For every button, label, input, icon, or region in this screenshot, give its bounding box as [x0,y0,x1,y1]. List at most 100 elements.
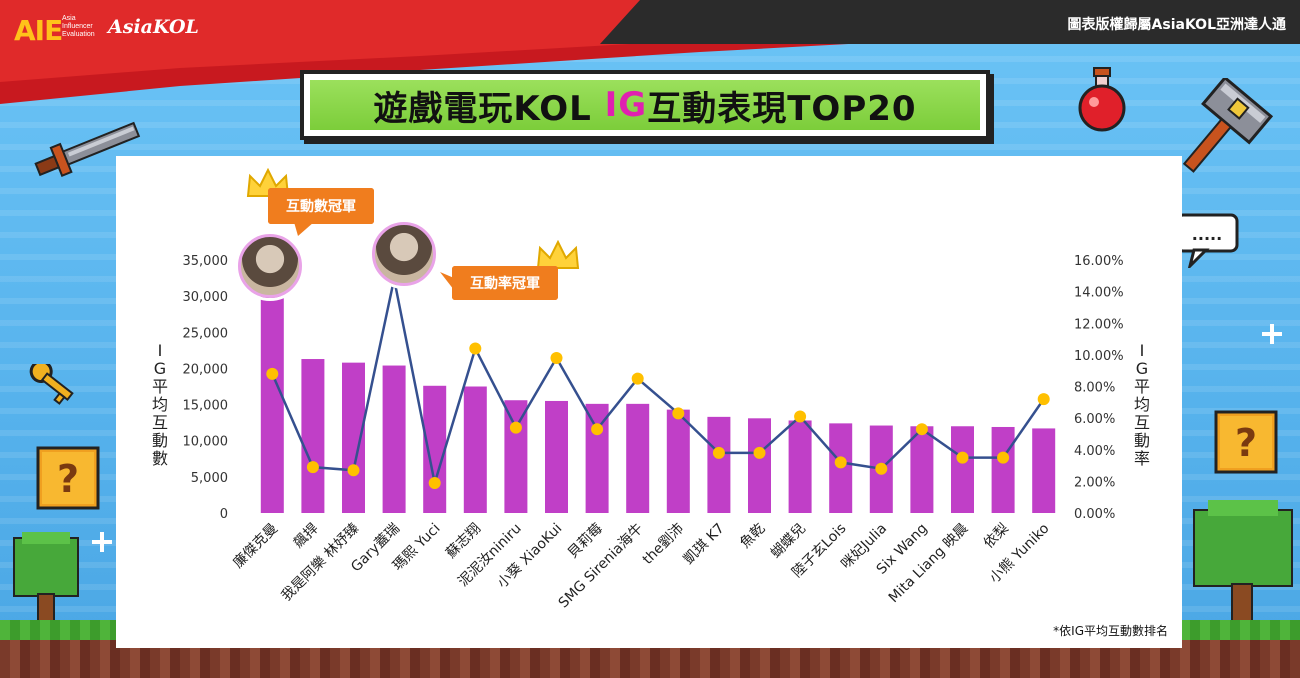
aie-logo-subtitle: Asia Influencer Evaluation [62,15,95,38]
y-right-tick-label: 6.00% [1074,412,1115,427]
tree-left-icon [13,532,79,627]
bar [910,426,934,513]
y-right-tick-label: 12.00% [1074,317,1124,332]
key-icon [29,364,74,405]
x-tick-label: 廉傑克曼 [230,520,282,572]
bar [666,409,690,513]
title-part-ig: IG [604,85,648,125]
asiakol-logo: AsiaKOL [108,16,199,38]
x-tick-label: the劉沛 [640,521,687,568]
bar [991,426,1015,513]
rate-point [672,407,685,420]
rate-point [306,461,319,474]
x-tick-label: 依梨 [981,521,1012,552]
y-left-tick-label: 0 [220,507,228,522]
y-left-tick-label: 15,000 [183,399,229,414]
potion-icon [1078,67,1126,132]
bar [707,416,731,513]
rate-point [428,476,441,489]
question-block-left-icon: ? [36,446,100,510]
y-left-tick-label: 5,000 [191,471,228,486]
rate-point [347,464,360,477]
bar [788,420,812,513]
rate-point [631,372,644,385]
y-left-tick-label: 35,000 [183,254,229,269]
bar [1032,428,1056,513]
y-left-tick-label: 10,000 [183,435,229,450]
aie-logo: AIE [14,14,63,47]
bar [342,362,365,513]
y-left-tick-label: 20,000 [183,362,229,377]
y-right-tick-label: 2.00% [1074,475,1115,490]
title-part-2: 互動表現TOP20 [647,88,917,129]
bar [463,386,487,513]
sword-icon [34,121,141,177]
bar [585,403,609,513]
bar [382,365,406,513]
callout-rate-champion: 互動率冠軍 [452,266,558,300]
rate-point [956,451,969,464]
y-right-tick-label: 8.00% [1074,381,1115,396]
svg-text:.....: ..... [1192,225,1222,244]
bar-series [260,296,1056,513]
rate-point [753,446,766,459]
question-block-right-icon: ? [1214,410,1278,474]
hammer-icon [1182,78,1274,173]
bar [423,385,447,513]
rate-point [997,451,1010,464]
title-frame: 遊戲電玩KOL IG 互動表現TOP20 [300,70,990,140]
svg-text:?: ? [57,457,79,501]
rate-point [266,367,279,380]
callout-engagement-champion: 互動數冠軍 [268,188,374,224]
speech-bubble-icon: ..... [1175,213,1239,268]
rate-point [712,446,725,459]
line-series [266,272,1050,489]
rate-line [271,278,1045,484]
top-bar [0,0,1300,48]
copyright-text: 圖表版權歸屬AsiaKOL亞洲達人通 [1067,17,1286,33]
rate-point [875,462,888,475]
rate-point [834,456,847,469]
rate-point [469,342,482,355]
axis-title: I G 平均互動數 [152,341,168,468]
y-right-tick-label: 4.00% [1074,444,1115,459]
svg-text:?: ? [1235,421,1257,465]
engagement-chart: 0 5,000 10,000 15,000 20,000 25,000 30,000 35,0… [152,254,1150,612]
y-axis-right-label: I G 平均互動率 [1134,341,1150,468]
y-axis-left-ticks: 0 5,000 10,000 15,000 20,000 25,000 30,000 35,0… [183,254,229,522]
rate-point [591,423,604,436]
avatar-top-engagement [238,234,302,298]
y-axis-left-label: I G 平均互動數 [152,341,168,468]
y-right-tick-label: 10.00% [1074,349,1124,364]
axis-title: I G 平均互動率 [1134,341,1150,468]
bar [545,400,568,513]
rate-point [509,421,522,434]
y-right-tick-label: 16.00% [1074,254,1124,269]
footnote: *依IG平均互動數排名 [1053,624,1168,638]
y-left-tick-label: 25,000 [183,326,229,341]
avatar-top-rate [372,222,436,286]
x-tick-label: 飆捍 [291,521,322,552]
rate-point [915,423,928,436]
y-right-tick-label: 14.00% [1074,286,1124,301]
y-right-tick-label: 0.00% [1074,507,1115,522]
rate-point [550,352,563,365]
bar [301,359,325,513]
y-left-tick-label: 30,000 [183,290,229,305]
rate-point [1037,393,1050,406]
bar [504,400,528,513]
crown-icon-rate [536,240,580,269]
bar [951,426,974,513]
page-title: 遊戲電玩KOL IG 互動表現TOP20 [310,80,980,130]
bar [626,403,650,513]
title-part-1: 遊戲電玩KOL [373,88,605,129]
x-tick-label: 魚乾 [737,521,768,552]
rate-point [794,410,807,423]
bar [260,296,284,513]
bar [748,418,771,513]
sparkle-left-icon [92,532,112,552]
y-axis-right-ticks: 0.00% 2.00% 4.00% 6.00% 8.00% 10.00% 12.00% 14.… [1074,254,1124,522]
tree-right-icon [1193,500,1293,624]
x-tick-label: 凱琪 K7 [681,521,728,568]
